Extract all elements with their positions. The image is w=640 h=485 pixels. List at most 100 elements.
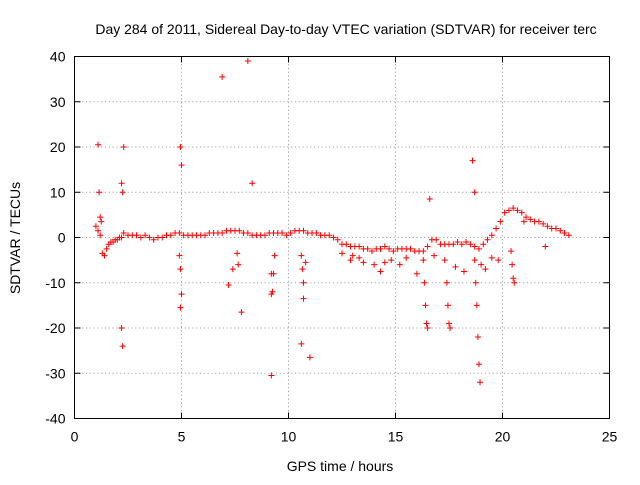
data-point [540,220,547,227]
data-point [202,232,209,239]
data-point [454,239,461,246]
data-point [92,223,99,230]
data-point [413,270,420,277]
data-point [95,227,102,234]
y-tick-label: -10 [45,275,65,291]
data-point [119,189,126,196]
data-point [236,227,243,234]
data-point [475,361,482,368]
data-point [426,196,433,203]
data-point [300,227,307,234]
data-point [356,243,363,250]
data-point [249,180,256,187]
data-point [458,241,465,248]
data-point [472,279,479,286]
data-point [299,266,306,273]
data-point [553,225,559,232]
data-point [330,234,337,241]
data-point [386,245,393,252]
data-point [313,229,320,236]
data-point [495,257,502,264]
data-point [298,340,305,347]
data-point [403,254,410,261]
data-point [356,254,363,261]
data-point [557,227,564,234]
data-point [561,229,568,236]
data-point [101,252,108,259]
data-point [326,232,333,239]
data-point [510,275,517,282]
y-axis-label: SDTVAR / TECUs [7,182,23,294]
data-point [444,302,451,309]
data-point [396,261,403,268]
data-point [377,268,384,275]
data-point [177,304,184,311]
data-point [347,257,354,264]
data-point [424,243,431,250]
data-point [508,248,515,255]
data-point [225,282,232,289]
tick-layer: 0 5 10 15 20 25 -40 -30 -20 -10 0 10 20 30 40 [45,49,617,445]
x-axis-label: GPS time / hours [287,458,394,474]
data-point [364,245,371,252]
data-point [441,257,448,264]
data-point [268,372,275,379]
data-point [480,241,487,248]
data-point [510,205,517,212]
data-point [150,236,157,243]
data-point [474,334,481,341]
data-point [119,343,126,350]
data-point [509,261,516,268]
x-tick-label: 5 [178,429,186,445]
data-point [177,266,184,273]
data-point [446,320,452,327]
data-point [235,261,242,268]
data-point [120,144,127,150]
data-point [176,229,183,236]
data-point [269,288,276,295]
data-point [422,302,429,309]
data-point [98,218,105,225]
data-point [497,218,504,225]
y-tick-label: -30 [45,365,65,381]
data-point [339,250,345,257]
data-point [544,223,551,230]
data-point [334,236,341,243]
data-point [244,229,251,236]
x-tick-label: 0 [71,429,79,445]
data-point [450,241,457,248]
data-point [447,325,454,331]
y-tick-label: -20 [45,320,65,336]
data-point [97,232,104,239]
data-point [279,229,286,236]
data-point [469,157,476,164]
data-point [302,259,309,266]
data-point [229,266,236,273]
data-point [271,252,278,259]
data-point [306,354,313,361]
data-point [368,248,375,255]
data-point [96,189,103,196]
data-point [484,236,491,243]
data-point [473,302,480,309]
data-point [520,218,527,225]
data-point [420,248,427,255]
data-point [511,279,518,286]
data-point [381,243,388,250]
data-point [443,279,450,286]
data-point [493,225,500,232]
data-point [388,257,395,264]
data-point [467,241,474,248]
data-point [471,257,478,264]
data-point [244,58,251,65]
data-point [514,207,521,214]
data-point [219,73,226,80]
data-point [234,250,241,257]
x-tick-label: 20 [495,429,511,445]
grid-layer [74,56,610,419]
data-point [423,320,430,327]
y-tick-label: 10 [50,184,66,200]
data-point [475,245,482,252]
data-point [463,239,470,246]
y-tick-label: 40 [50,49,66,65]
